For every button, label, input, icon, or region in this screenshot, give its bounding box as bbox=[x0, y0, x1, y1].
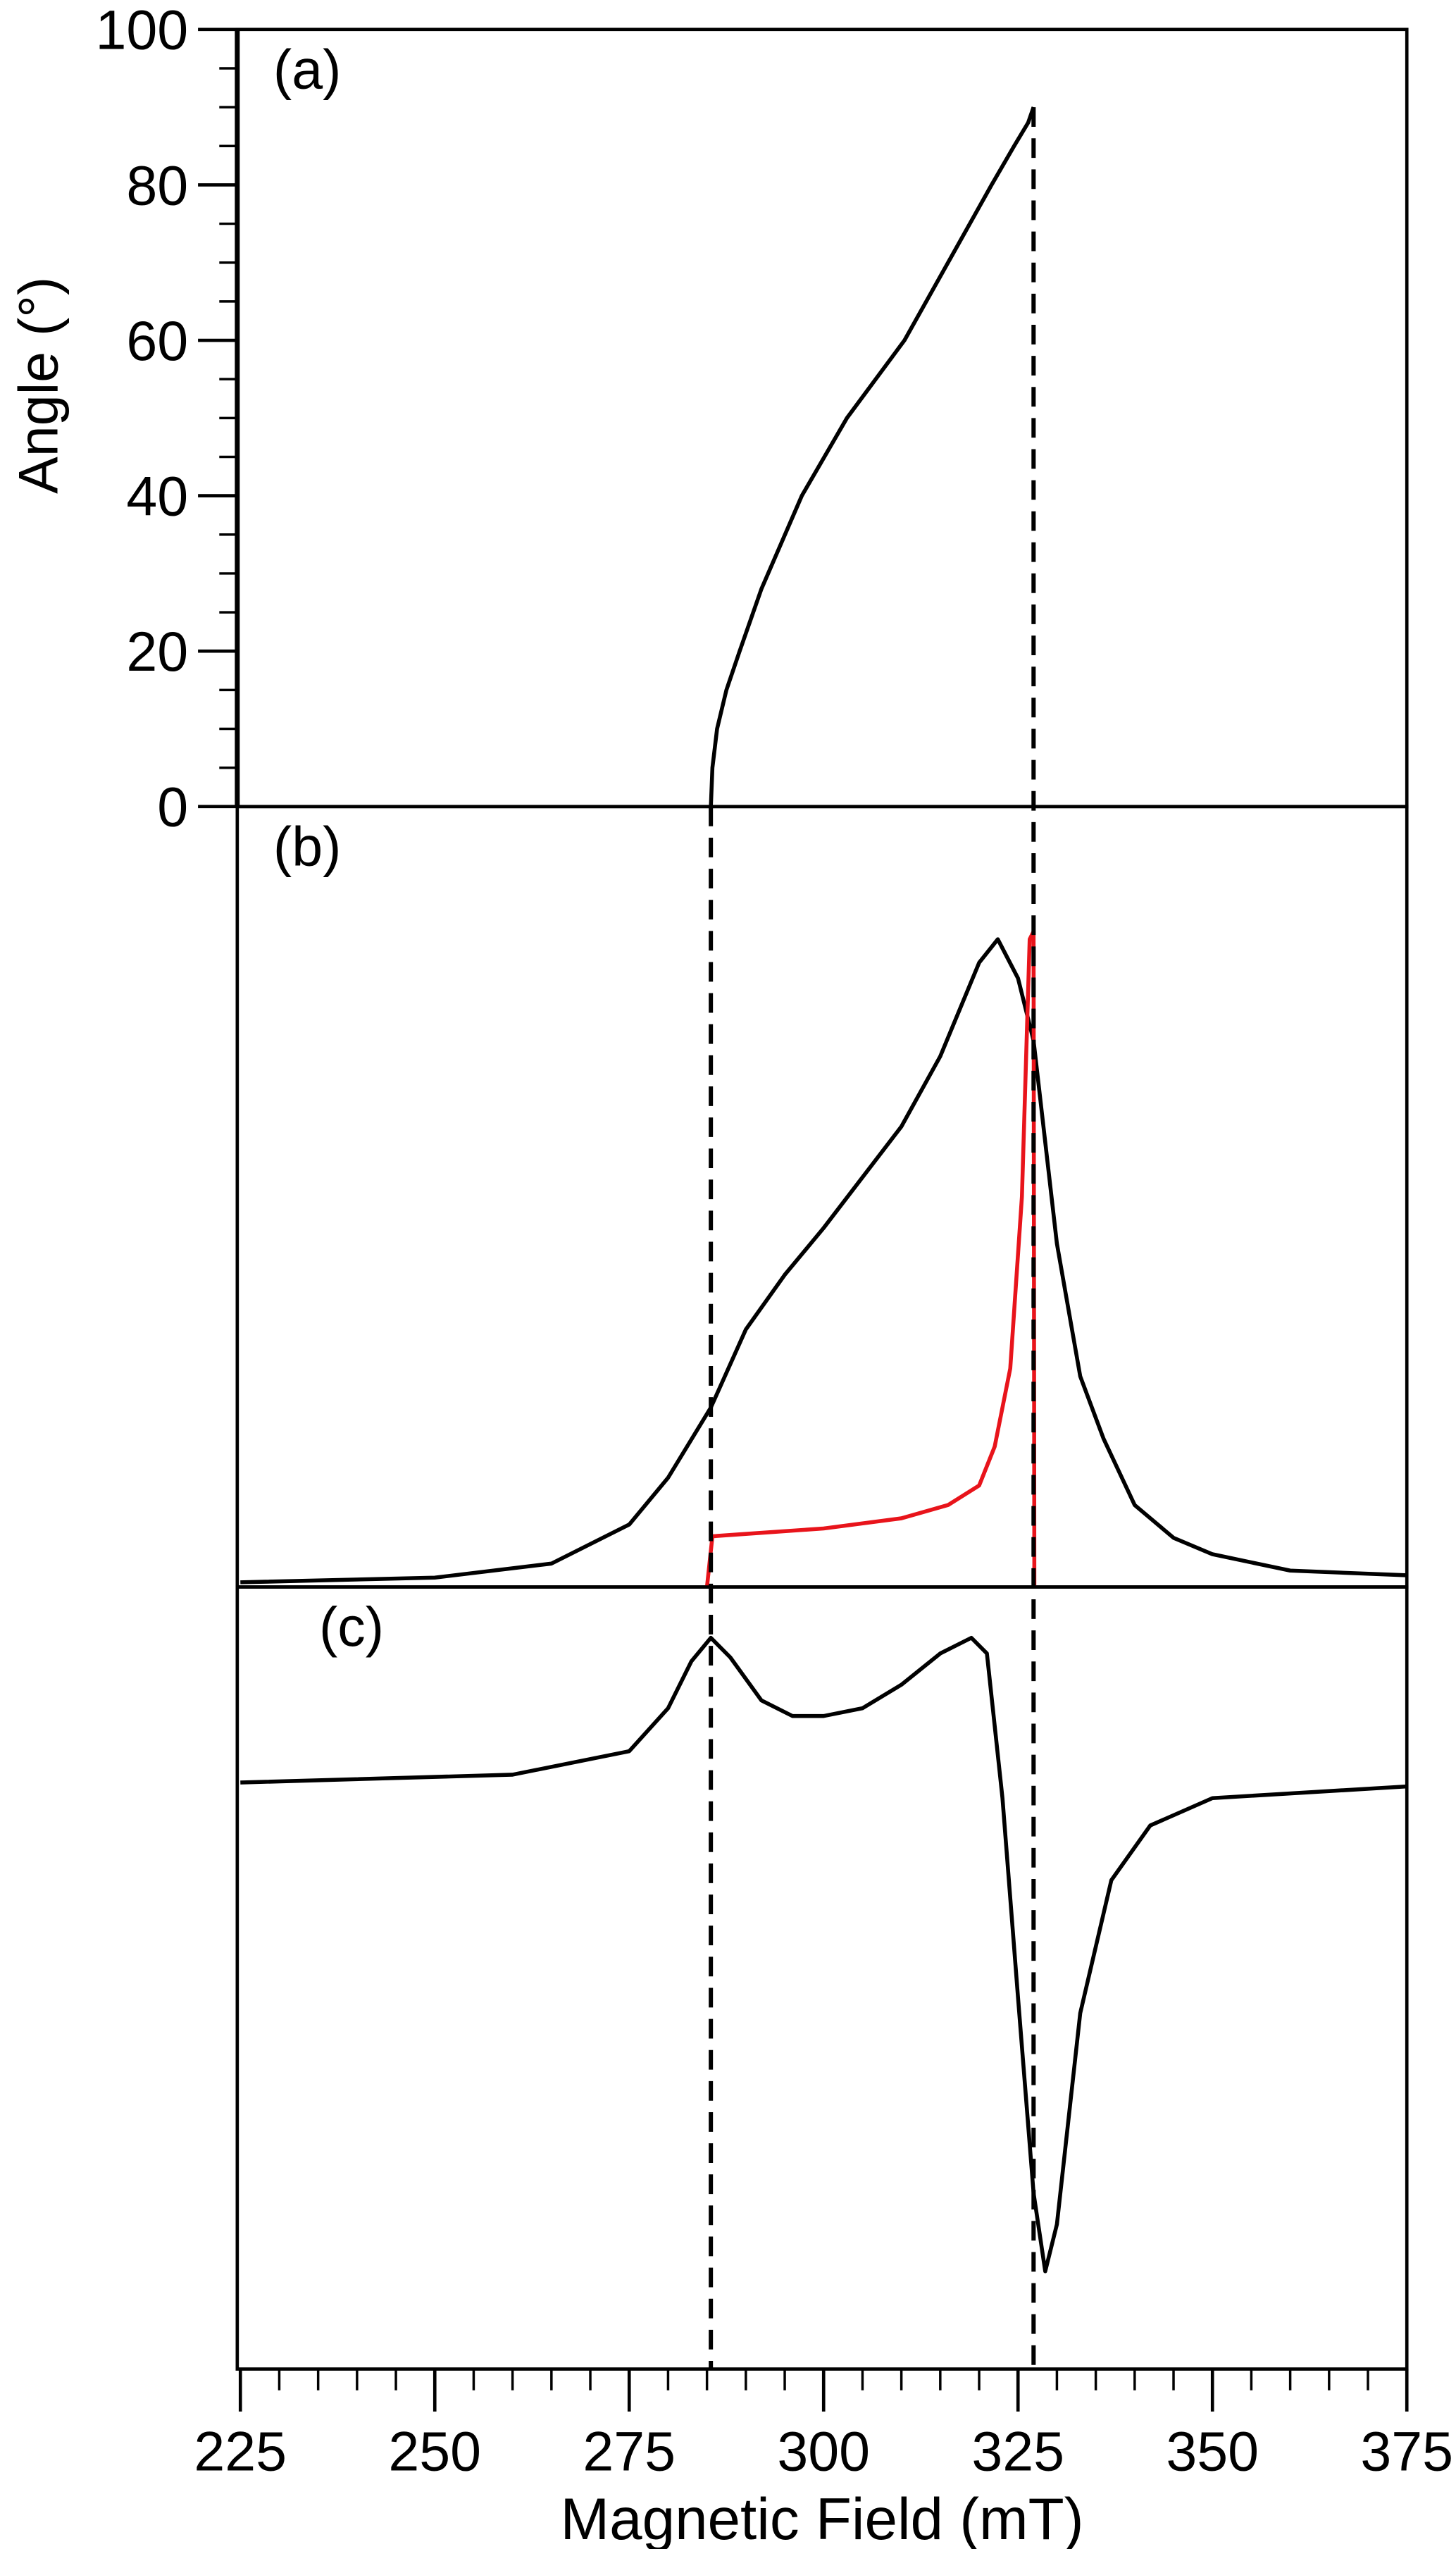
x-tick-label: 250 bbox=[388, 2421, 481, 2483]
data-line bbox=[240, 1635, 1407, 2274]
y-axis-label: Angle (°) bbox=[7, 277, 69, 494]
y-tick-label: 100 bbox=[95, 0, 188, 61]
y-tick-label: 20 bbox=[126, 621, 188, 683]
panel-label: (a) bbox=[273, 38, 341, 100]
plot-frame bbox=[235, 1585, 1409, 2371]
x-tick-label: 300 bbox=[777, 2421, 870, 2483]
x-tick-label: 375 bbox=[1360, 2421, 1453, 2483]
x-tick-label: 350 bbox=[1166, 2421, 1259, 2483]
y-tick-label: 40 bbox=[126, 465, 188, 527]
x-tick-label: 325 bbox=[971, 2421, 1064, 2483]
data-line bbox=[709, 106, 1035, 807]
x-tick-label: 275 bbox=[583, 2421, 676, 2483]
y-tick-label: 0 bbox=[157, 776, 188, 838]
y-tick-label: 80 bbox=[126, 154, 188, 216]
panel-label: (c) bbox=[319, 1596, 384, 1658]
x-axis-label: Magnetic Field (mT) bbox=[560, 2486, 1083, 2549]
data-line bbox=[240, 937, 1407, 1584]
data-line bbox=[704, 929, 1037, 1587]
x-tick-label: 225 bbox=[194, 2421, 287, 2483]
panel-label: (b) bbox=[273, 815, 341, 877]
plot-frame bbox=[235, 27, 1409, 809]
plot-frame bbox=[235, 805, 1409, 1589]
y-tick-label: 60 bbox=[126, 310, 188, 372]
